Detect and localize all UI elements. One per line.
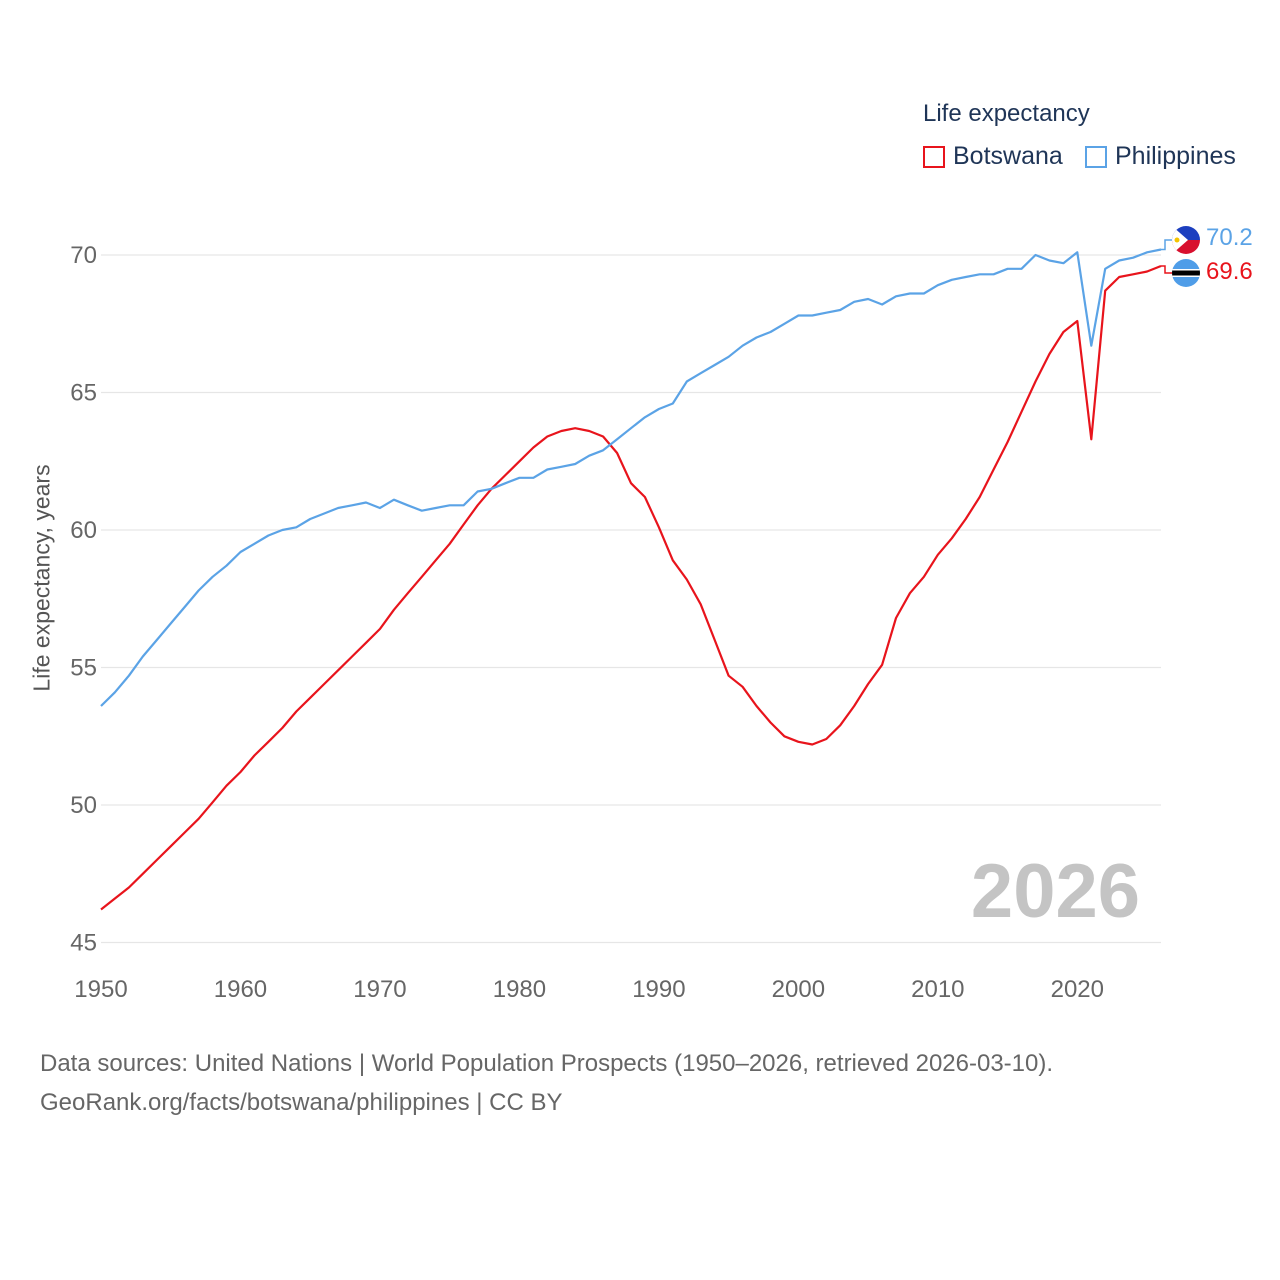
- series-line-botswana[interactable]: [100, 264, 1162, 911]
- y-axis-title: Life expectancy, years: [28, 464, 55, 692]
- end-value-botswana: 69.6: [1206, 258, 1253, 285]
- end-value-philippines: 70.2: [1206, 224, 1253, 251]
- source-line-2[interactable]: GeoRank.org/facts/botswana/philippines |…: [40, 1089, 563, 1116]
- legend-swatch-botswana: [923, 145, 945, 168]
- x-tick-label: 1970: [353, 976, 406, 1003]
- x-tick-label: 2010: [911, 976, 964, 1003]
- y-tick-label: 55: [70, 655, 97, 682]
- source-note: Data sources: United Nations | World Pop…: [40, 1044, 1053, 1122]
- legend-label-botswana: Botswana: [953, 142, 1063, 170]
- source-line-1: Data sources: United Nations | World Pop…: [40, 1050, 1054, 1077]
- legend-item-botswana[interactable]: Botswana: [923, 142, 1063, 171]
- legend-label-philippines: Philippines: [1115, 142, 1236, 170]
- legend-swatch-philippines: [1085, 145, 1107, 168]
- x-tick-label: 1960: [214, 976, 267, 1003]
- y-tick-label: 60: [70, 517, 97, 544]
- legend-title: Life expectancy: [923, 100, 1090, 127]
- x-tick-label: 1950: [74, 976, 127, 1003]
- y-axis-ticks: 45 50 55 60 65 70: [70, 242, 97, 957]
- x-axis-ticks: 1950 1960 1970 1980 1990 2000 2010 2020: [74, 976, 1104, 1003]
- botswana-flag-icon: [1172, 259, 1200, 287]
- x-tick-label: 2000: [772, 976, 825, 1003]
- series-line-philippines[interactable]: [100, 248, 1162, 707]
- series-lines: [100, 248, 1162, 911]
- grid-lines: [101, 254, 1161, 944]
- y-tick-label: 45: [70, 930, 97, 957]
- x-tick-label: 1990: [632, 976, 685, 1003]
- y-tick-label: 70: [70, 242, 97, 269]
- philippines-flag-icon: [1172, 226, 1200, 254]
- x-tick-label: 1980: [493, 976, 546, 1003]
- x-tick-label: 2020: [1051, 976, 1104, 1003]
- year-label: 2026: [970, 849, 1140, 934]
- connector-botswana: [1161, 265, 1172, 274]
- connector-philippines: [1161, 239, 1172, 251]
- legend-item-philippines[interactable]: Philippines: [1085, 142, 1236, 171]
- end-markers: [1161, 226, 1200, 287]
- y-tick-label: 50: [70, 792, 97, 819]
- y-tick-label: 65: [70, 380, 97, 407]
